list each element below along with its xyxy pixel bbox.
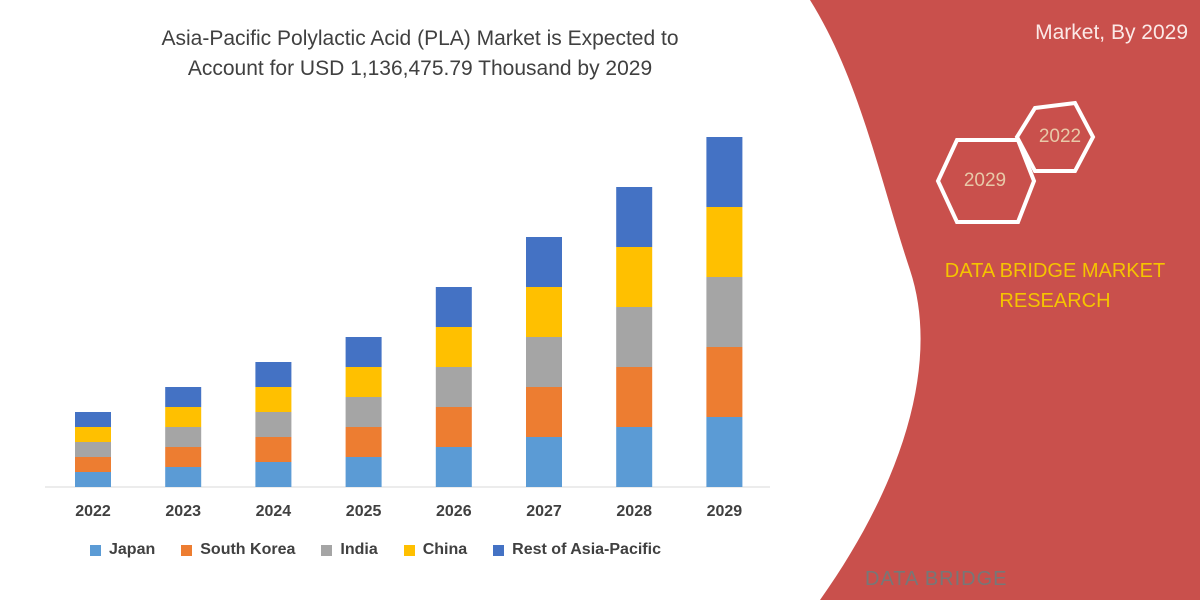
x-tick-label: 2023 (165, 503, 201, 520)
bar-2029-china (706, 207, 743, 277)
bar-2023-south-korea (165, 447, 202, 467)
legend-label: South Korea (200, 541, 296, 558)
legend-swatch (90, 544, 101, 556)
bar-2027-south-korea (526, 387, 562, 437)
bar-2029-rest-of-asia-pacific (706, 137, 743, 207)
x-tick-label: 2027 (526, 503, 562, 520)
brand-line-1: DATA BRIDGE MARKET (944, 260, 1166, 282)
right-title-text: Market, By 2029 (1035, 21, 1188, 44)
bar-2028-china (616, 247, 653, 307)
legend-swatch (403, 544, 415, 556)
brand-line-2: RESEARCH (999, 290, 1111, 312)
bar-2028-india (616, 307, 653, 367)
x-tick-label: 2024 (255, 503, 292, 520)
legend-item: China (403, 541, 468, 559)
legend: Japan South Korea India China Rest of Asia-P… (90, 541, 687, 559)
title-line-1: Asia-Pacific Polylactic Acid (PLA) Marke… (161, 27, 679, 50)
bar-2026-india (435, 367, 472, 407)
bar-2026-japan (435, 447, 472, 487)
bar-2025-india (345, 397, 382, 427)
legend-item: Rest of Asia-Pacific (493, 541, 661, 559)
legend-item: Japan (90, 541, 155, 559)
legend-label: Rest of Asia-Pacific (512, 541, 661, 558)
x-tick-label: 2025 (345, 503, 382, 520)
bar-2027-china (526, 287, 562, 337)
bar-2023-india (165, 427, 202, 447)
legend-item: South Korea (181, 541, 295, 559)
bar-2025-china (345, 367, 382, 397)
bar-2025-rest-of-asia-pacific (345, 337, 382, 367)
bar-2028-japan (616, 427, 653, 487)
bar-2025-south-korea (345, 427, 382, 457)
x-tick-label: 2022 (75, 503, 111, 520)
legend-item: India (321, 541, 378, 559)
bar-2022-japan (75, 472, 111, 487)
bar-2023-rest-of-asia-pacific (165, 387, 202, 407)
bar-2027-japan (526, 437, 562, 487)
bar-2029-india (706, 277, 743, 347)
bar-2027-rest-of-asia-pacific (526, 237, 562, 287)
badge-2022: 2022 (1038, 126, 1082, 147)
legend-swatch (321, 544, 333, 556)
legend-label: India (340, 541, 378, 558)
bar-2029-japan (706, 417, 743, 487)
x-tick-label: 2026 (436, 503, 472, 520)
bar-2024-china (255, 387, 292, 412)
red-panel (810, 0, 1200, 600)
bar-2022-india (75, 442, 111, 457)
bar-2024-japan (255, 462, 292, 487)
bar-2028-rest-of-asia-pacific (616, 187, 653, 247)
legend-swatch (493, 544, 505, 556)
bar-2024-india (255, 412, 292, 437)
brand-text: DATA BRIDGE MARKET RESEARCH (915, 256, 1195, 316)
legend-swatch (181, 544, 193, 556)
right-title: Market, By 2029 (1035, 0, 1188, 48)
bar-2027-india (526, 337, 562, 387)
bars (75, 137, 743, 487)
bar-2022-rest-of-asia-pacific (75, 412, 111, 427)
bar-2024-south-korea (255, 437, 292, 462)
logo: DATA BRIDGE (865, 568, 1008, 590)
bar-2025-japan (345, 457, 382, 487)
hexagon-2029 (935, 138, 1037, 224)
hexagon-2022 (1014, 100, 1096, 173)
bar-2026-china (435, 327, 472, 367)
legend-label: Japan (109, 541, 156, 558)
bar-2023-china (165, 407, 202, 427)
legend-label: China (422, 541, 468, 558)
chart-title: Asia-Pacific Polylactic Acid (PLA) Marke… (120, 24, 720, 84)
badge-2029: 2029 (963, 170, 1007, 191)
bar-2023-japan (165, 467, 202, 487)
bar-2028-south-korea (616, 367, 653, 427)
title-line-2: Account for USD 1,136,475.79 Thousand by… (187, 57, 653, 80)
x-tick-label: 2029 (706, 503, 743, 520)
x-tick-label: 2028 (616, 503, 652, 520)
bar-2026-south-korea (435, 407, 472, 447)
bar-2022-south-korea (75, 457, 111, 472)
bar-2024-rest-of-asia-pacific (255, 362, 292, 387)
bar-2026-rest-of-asia-pacific (435, 287, 472, 327)
bar-2022-china (75, 427, 111, 442)
bar-2029-south-korea (706, 347, 743, 417)
